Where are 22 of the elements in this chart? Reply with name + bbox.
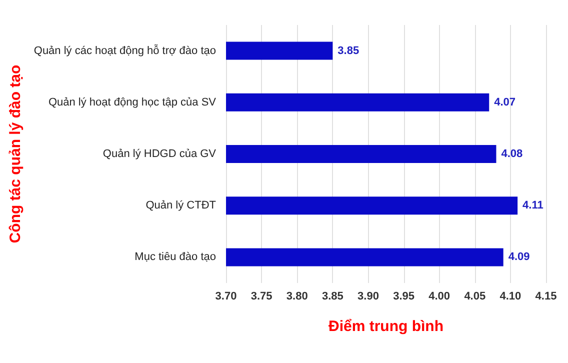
x-tick-label: 4.00 — [428, 290, 450, 302]
y-tick-label: Quản lý hoạt động học tập của SV — [48, 96, 217, 108]
data-label: 4.08 — [501, 148, 523, 160]
data-label: 4.07 — [494, 96, 516, 108]
x-axis-title: Điểm trung bình — [328, 318, 444, 335]
y-tick-label: Quản lý HDGD của GV — [102, 148, 217, 160]
y-tick-label: Quản lý các hoạt động hỗ trợ đào tạo — [34, 44, 216, 57]
x-tick-label: 4.10 — [500, 290, 522, 302]
x-tick-label: 3.85 — [322, 290, 344, 302]
x-tick-label: 3.80 — [286, 290, 308, 302]
x-tick-label: 4.15 — [535, 290, 557, 302]
y-tick-label: Quản lý CTĐT — [146, 200, 216, 212]
x-tick-label: 3.90 — [358, 290, 379, 302]
data-label: 4.11 — [522, 200, 544, 212]
data-label: 4.09 — [508, 251, 530, 264]
x-tick-label: 3.95 — [393, 290, 414, 302]
y-axis-title: Công tác quản lý đào tạo — [7, 64, 24, 244]
data-label: 3.85 — [338, 44, 360, 57]
x-tick-label: 4.05 — [464, 290, 486, 302]
x-tick-label: 3.75 — [250, 290, 272, 302]
y-tick-label: Mục tiêu đào tạo — [134, 251, 216, 264]
x-tick-label: 3.70 — [215, 290, 237, 302]
